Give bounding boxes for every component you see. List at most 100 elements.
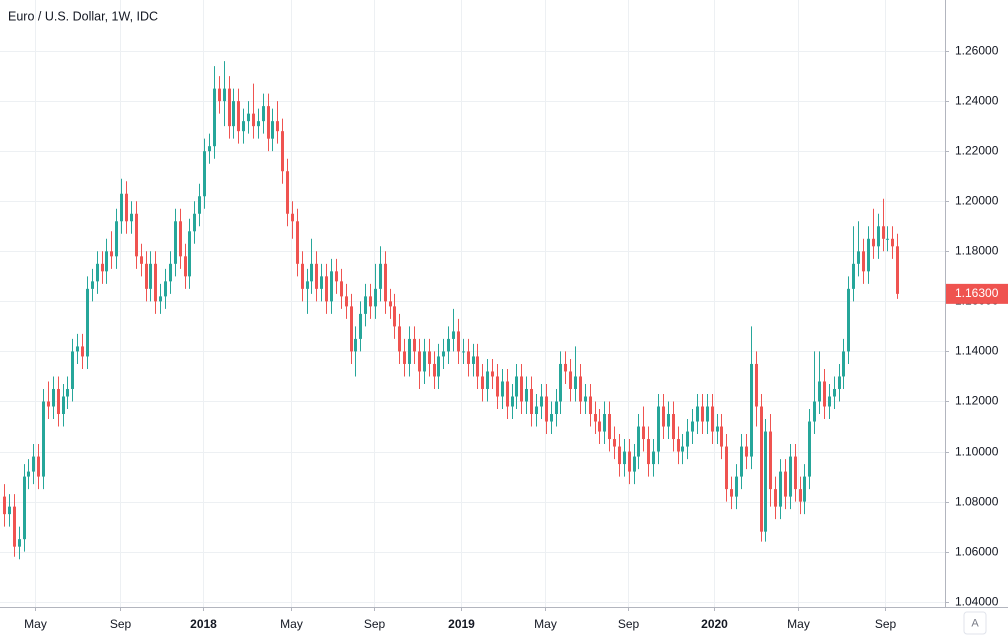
candle-body — [633, 456, 636, 472]
candle-body — [247, 113, 250, 122]
candle-body — [184, 256, 187, 277]
candle-body — [476, 356, 479, 377]
candle-body — [130, 213, 133, 222]
candle-body — [379, 263, 382, 289]
y-tick-label: 1.20000 — [955, 194, 999, 208]
candle-body — [76, 346, 79, 352]
candle-body — [496, 376, 499, 397]
candle-body — [891, 238, 894, 247]
candle-body — [584, 396, 587, 402]
candle-body — [96, 263, 99, 282]
candle-body — [462, 351, 465, 353]
grid-layer — [0, 0, 945, 607]
candle-body — [823, 381, 826, 407]
auto-scale-label[interactable]: A — [971, 617, 979, 629]
candle-body — [696, 406, 699, 422]
candle-body — [140, 256, 143, 264]
candle-body — [833, 388, 836, 397]
candle-body — [306, 281, 309, 289]
candle-body — [760, 406, 763, 532]
x-tick-label: 2019 — [448, 617, 475, 631]
y-tick-label: 1.10000 — [955, 445, 999, 459]
candle-body — [794, 456, 797, 490]
candle-body — [403, 351, 406, 364]
candles-layer — [3, 61, 899, 560]
x-tick-label: Sep — [618, 617, 640, 631]
candle-body — [745, 446, 748, 457]
chart-title: Euro / U.S. Dollar, 1W, IDC — [8, 9, 158, 23]
candle-body — [310, 263, 313, 282]
candle-body — [579, 376, 582, 402]
candle-body — [81, 346, 84, 357]
candle-body — [418, 351, 421, 372]
candle-body — [13, 506, 16, 547]
candle-body — [149, 263, 152, 289]
candle-body — [784, 471, 787, 497]
candle-body — [755, 363, 758, 407]
candle-body — [27, 471, 30, 477]
candle-body — [550, 414, 553, 422]
candle-body — [408, 338, 411, 364]
candle-body — [618, 446, 621, 465]
x-tick-label: May — [534, 617, 557, 631]
candle-body — [18, 539, 21, 547]
candle-body — [564, 363, 567, 372]
candle-body — [42, 401, 45, 477]
candle-body — [569, 371, 572, 389]
auto-scale-button[interactable] — [963, 611, 987, 635]
candle-body — [442, 351, 445, 357]
candle-body — [735, 476, 738, 497]
candle-body — [511, 396, 514, 407]
candle-body — [486, 371, 489, 389]
candle-body — [701, 406, 704, 422]
candle-body — [228, 88, 231, 127]
candle-body — [262, 106, 265, 122]
candle-body — [813, 401, 816, 422]
candle-body — [501, 381, 504, 397]
candle-body — [886, 238, 889, 240]
candle-body — [545, 396, 548, 422]
candle-body — [428, 351, 431, 364]
candle-body — [491, 371, 494, 377]
last-price-label: 1.16300 — [955, 286, 999, 300]
candle-body — [37, 456, 40, 477]
candle-body — [125, 193, 128, 222]
candle-body — [174, 221, 177, 264]
candle-body — [872, 238, 875, 247]
candle-body — [598, 421, 601, 432]
candle-body — [91, 281, 94, 289]
candle-body — [716, 426, 719, 432]
candle-body — [3, 496, 6, 515]
candle-body — [232, 101, 235, 127]
candle-body — [257, 121, 260, 127]
candle-body — [657, 406, 660, 452]
x-tick-label: Sep — [875, 617, 897, 631]
candle-body — [750, 363, 753, 457]
y-tick-label: 1.04000 — [955, 595, 999, 609]
candle-body — [164, 281, 167, 297]
candle-body — [101, 263, 104, 272]
candle-body — [818, 381, 821, 402]
candle-body — [589, 396, 592, 415]
candle-body — [23, 476, 26, 540]
candle-body — [374, 288, 377, 307]
candle-body — [115, 221, 118, 257]
candle-body — [481, 376, 484, 389]
candle-body — [8, 506, 11, 515]
candle-body — [540, 396, 543, 407]
candle-body — [603, 414, 606, 432]
candle-body — [535, 406, 538, 415]
x-tick-label: May — [24, 617, 47, 631]
candle-body — [120, 193, 123, 222]
candle-body — [188, 231, 191, 277]
candle-body — [330, 271, 333, 302]
candle-body — [672, 414, 675, 440]
candle-body — [457, 331, 460, 352]
candle-body — [47, 401, 50, 407]
candle-body — [452, 331, 455, 339]
y-tick-label: 1.24000 — [955, 94, 999, 108]
candle-body — [857, 251, 860, 264]
candle-body — [594, 414, 597, 422]
candle-body — [769, 431, 772, 490]
